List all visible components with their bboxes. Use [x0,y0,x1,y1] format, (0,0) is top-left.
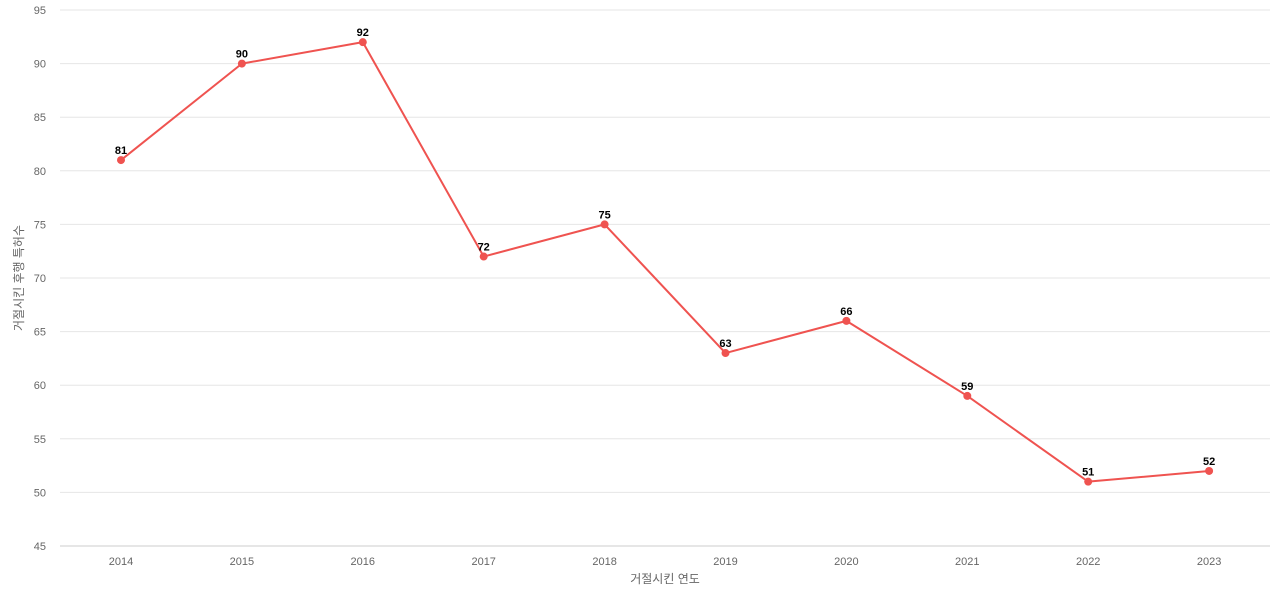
y-tick-label: 50 [34,487,46,499]
data-point [237,59,246,68]
data-label: 75 [598,209,610,221]
x-tick-label: 2021 [955,556,979,568]
x-tick-label: 2022 [1076,556,1100,568]
x-tick-label: 2023 [1197,556,1221,568]
data-label: 66 [840,306,852,318]
data-label: 72 [478,242,490,254]
x-tick-label: 2020 [834,556,858,568]
y-axis-ticks: 45 50 55 60 65 70 75 80 85 90 95 [34,5,46,553]
x-tick-label: 2017 [471,556,495,568]
data-point [479,252,488,261]
data-point [721,349,730,358]
y-tick-label: 85 [34,112,46,124]
y-tick-label: 65 [34,327,46,339]
data-label: 52 [1203,456,1215,468]
y-tick-label: 60 [34,380,46,392]
data-point [1084,477,1093,486]
y-tick-label: 90 [34,59,46,71]
data-label: 92 [357,27,369,39]
x-tick-label: 2016 [351,556,375,568]
x-tick-label: 2015 [230,556,254,568]
y-tick-label: 75 [34,219,46,231]
data-label: 81 [115,145,127,157]
y-tick-label: 55 [34,434,46,446]
series-layer [117,38,1214,486]
data-point [358,38,367,47]
x-axis-ticks: 2014 2015 2016 2017 2018 2019 2020 2021 2022 2023 [109,556,1222,568]
data-label: 51 [1082,467,1094,479]
x-tick-label: 2018 [592,556,616,568]
data-point [1205,466,1214,475]
y-tick-label: 45 [34,541,46,553]
data-point [600,220,609,229]
data-label: 59 [961,381,973,393]
gridlines [60,9,1270,547]
data-point [963,391,972,400]
series-line [120,41,1210,483]
y-axis-title: 거절시킨 후행 특허수 [11,225,26,331]
x-tick-label: 2019 [713,556,737,568]
y-tick-label: 80 [34,166,46,178]
data-labels: 81 90 92 72 75 63 66 59 51 52 [115,27,1215,479]
data-point [117,156,125,165]
data-label: 63 [719,338,731,350]
x-axis-title: 거절시킨 연도 [630,572,700,586]
data-point [842,316,851,325]
y-tick-label: 95 [34,5,46,17]
y-tick-label: 70 [34,273,46,285]
data-label: 90 [236,49,248,61]
x-tick-label: 2014 [109,556,133,568]
